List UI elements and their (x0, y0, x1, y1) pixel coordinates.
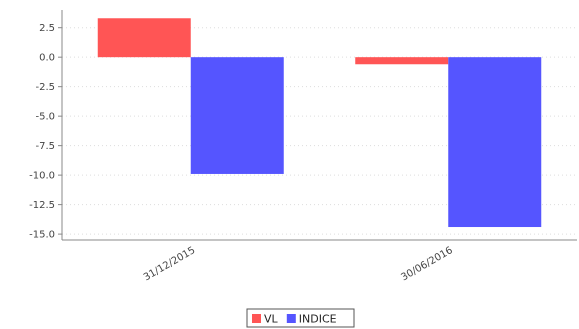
y-tick-label: -7.5 (35, 141, 55, 152)
y-tick-label: -2.5 (35, 82, 55, 93)
y-tick-label: -15.0 (29, 230, 55, 241)
y-tick-label: 2.5 (39, 23, 55, 34)
legend: VL INDICE (246, 308, 355, 328)
x-tick-label: 31/12/2015 (142, 245, 197, 283)
legend-swatch-vl (252, 314, 261, 323)
y-axis-ticks: 2.5 0.0 -2.5 -5.0 -7.5 -10.0 -12.5 -15.0 (29, 23, 62, 241)
x-tick-label: 30/06/2016 (399, 245, 454, 283)
legend-swatch-indice (286, 314, 296, 323)
y-tick-label: -12.5 (29, 200, 55, 211)
bar-indice-2 (448, 57, 542, 228)
bars (97, 18, 542, 228)
bar-indice-1 (190, 57, 284, 174)
bar-vl-2 (355, 57, 449, 65)
y-tick-label: -5.0 (35, 112, 55, 123)
legend-label-indice: INDICE (299, 313, 337, 326)
bar-vl-1 (97, 18, 191, 58)
axes (61, 10, 577, 241)
y-tick-label: 0.0 (39, 53, 55, 64)
y-tick-label: -10.0 (29, 171, 55, 182)
x-axis-ticks: 31/12/2015 30/06/2016 (142, 245, 455, 283)
legend-label-vl: VL (264, 313, 279, 326)
legend-box (246, 308, 355, 328)
